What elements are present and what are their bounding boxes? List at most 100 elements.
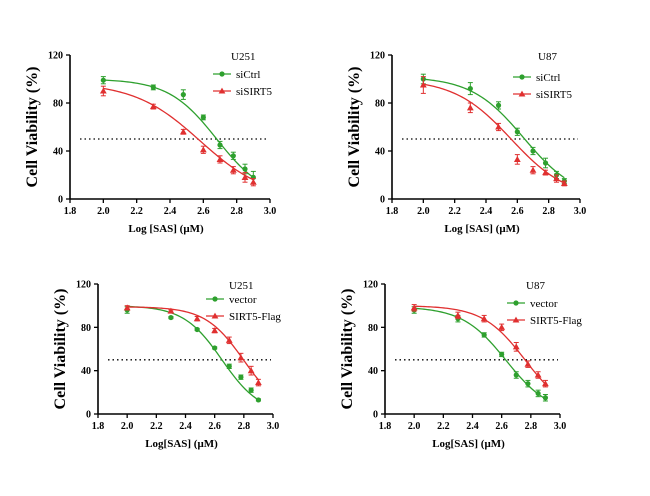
circle-marker xyxy=(168,314,174,321)
y-tick-label: 40 xyxy=(81,366,91,377)
circle-marker xyxy=(230,153,236,159)
x-tick-label: 3.0 xyxy=(554,421,567,432)
series-vector xyxy=(411,306,549,402)
data-point xyxy=(150,84,156,91)
chart-panel-4: 1.8 2.0 2.2 2.4 2.6 2.8 3.0 0 40 80 120 Log[SAS] (μ… xyxy=(339,280,582,451)
triangle-marker xyxy=(553,175,560,182)
triangle-marker xyxy=(249,178,257,185)
x-tick-label: 2.4 xyxy=(179,421,192,432)
triangle-marker xyxy=(454,312,462,318)
data-point xyxy=(241,172,249,183)
x-tick-label: 2.8 xyxy=(230,206,243,217)
circle-marker xyxy=(481,332,487,338)
legend-item: vector xyxy=(206,294,257,306)
data-point xyxy=(99,85,107,97)
x-tick-label: 2.8 xyxy=(542,206,555,217)
legend-label: vector xyxy=(530,298,558,310)
triangle-marker xyxy=(255,379,262,386)
y-axis-label: Cell Viability (%) xyxy=(346,67,363,188)
chart-title: U87 xyxy=(526,280,545,292)
fit-curve xyxy=(423,83,565,184)
x-tick-label: 3.0 xyxy=(267,421,280,432)
y-tick-label: 120 xyxy=(370,51,385,62)
data-point xyxy=(535,389,541,398)
chart-title: U251 xyxy=(229,280,253,292)
triangle-marker xyxy=(199,146,207,153)
triangle-marker xyxy=(123,304,131,311)
x-tick-label: 3.0 xyxy=(574,206,587,217)
triangle-marker xyxy=(149,103,157,110)
legend-label: SIRT5-Flag xyxy=(530,315,582,327)
circle-marker xyxy=(242,166,248,172)
legend-label: siCtrl xyxy=(236,69,260,81)
triangle-marker xyxy=(193,315,201,322)
legend-circle-icon xyxy=(219,71,225,77)
triangle-marker xyxy=(237,354,245,361)
y-tick-label: 40 xyxy=(375,147,385,158)
x-tick-label: 2.6 xyxy=(511,206,524,217)
y-tick-label: 0 xyxy=(86,410,91,421)
chart-title: U251 xyxy=(231,51,255,63)
legend-circle-icon xyxy=(212,296,218,302)
data-point xyxy=(199,145,207,154)
fit-curve xyxy=(103,87,254,181)
y-tick-label: 120 xyxy=(363,280,378,291)
data-point xyxy=(194,326,200,333)
data-point xyxy=(249,178,257,187)
chart-panel-1: 1.8 2.0 2.2 2.4 2.6 2.8 3.0 0 40 80 120 Log [SAS] (… xyxy=(24,51,276,236)
data-point xyxy=(454,311,462,320)
data-point xyxy=(524,360,532,368)
legend-item: siSIRT5 xyxy=(513,89,573,101)
data-point xyxy=(499,351,505,358)
triangle-marker xyxy=(247,367,255,374)
data-point xyxy=(530,146,536,156)
circle-marker xyxy=(514,129,520,135)
data-point xyxy=(542,157,549,169)
x-tick-label: 2.0 xyxy=(97,206,110,217)
data-point xyxy=(512,342,520,352)
x-axis-label: Log [SAS] (μM) xyxy=(128,223,204,235)
triangle-marker xyxy=(542,380,549,387)
data-point xyxy=(212,345,218,351)
data-point xyxy=(149,103,157,110)
circle-marker xyxy=(513,372,519,378)
data-point xyxy=(216,155,224,164)
data-point xyxy=(217,140,223,150)
x-tick-label: 2.2 xyxy=(437,421,450,432)
data-point xyxy=(100,76,106,85)
y-tick-label: 80 xyxy=(368,323,378,334)
legend-triangle-icon xyxy=(512,316,520,323)
fit-curve xyxy=(414,305,546,385)
triangle-marker xyxy=(229,166,237,173)
triangle-marker xyxy=(216,156,224,162)
legend-label: SIRT5-Flag xyxy=(229,311,281,323)
circle-marker xyxy=(535,390,541,397)
data-point xyxy=(481,332,487,338)
data-point xyxy=(514,127,520,136)
data-point xyxy=(123,304,131,311)
legend-item: siCtrl xyxy=(513,72,560,84)
data-point xyxy=(480,314,488,323)
triangle-marker xyxy=(466,104,474,111)
legend-label: vector xyxy=(229,294,257,306)
data-point xyxy=(466,102,474,114)
y-tick-label: 0 xyxy=(380,195,385,206)
fit-curve xyxy=(423,78,565,179)
circle-marker xyxy=(542,160,549,166)
y-tick-label: 120 xyxy=(76,280,91,291)
x-tick-label: 2.6 xyxy=(197,206,210,217)
series-SIRT5-Flag xyxy=(410,304,549,388)
data-point xyxy=(560,180,568,187)
chart-panel-3: 1.8 2.0 2.2 2.4 2.6 2.8 3.0 0 40 80 120 Log[SAS] (μ… xyxy=(52,280,281,451)
circle-marker xyxy=(212,345,218,351)
x-tick-label: 1.8 xyxy=(386,206,399,217)
triangle-marker xyxy=(179,128,187,135)
data-point xyxy=(255,378,262,387)
legend-label: siSIRT5 xyxy=(536,89,573,101)
data-point xyxy=(525,379,531,388)
data-point xyxy=(498,323,506,332)
circle-marker xyxy=(180,92,186,98)
legend-item: siSIRT5 xyxy=(213,86,273,98)
triangle-marker xyxy=(513,156,521,162)
